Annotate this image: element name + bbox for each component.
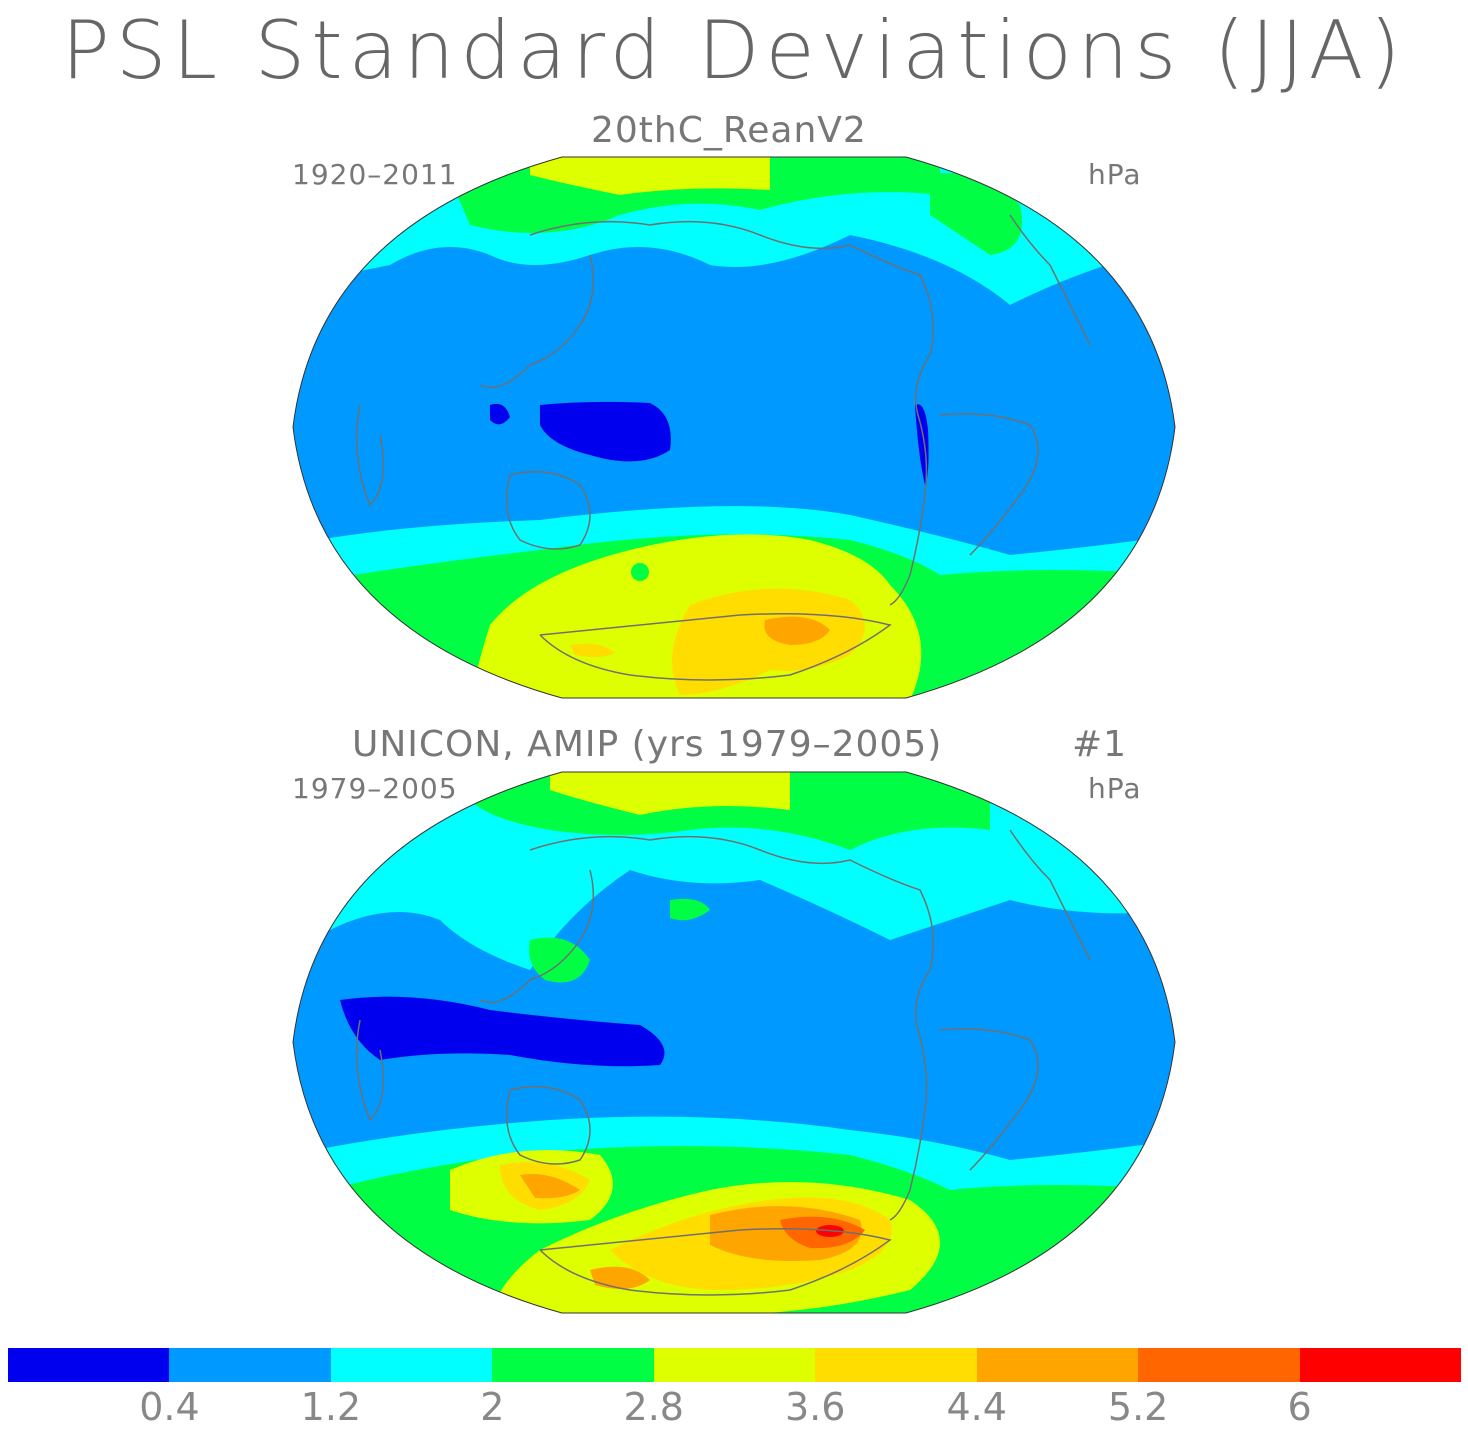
map-border	[292, 771, 1176, 1314]
colorbar-segment-3	[492, 1348, 654, 1382]
panel1-map	[292, 156, 1176, 699]
colorbar	[8, 1348, 1461, 1382]
colorbar-segment-2	[330, 1348, 493, 1382]
panel2-years: 1979–2005	[292, 772, 458, 805]
colorbar-segment-7	[1138, 1348, 1300, 1382]
orange-region-antarctic	[590, 1266, 650, 1289]
colorbar-tick-label: 2.8	[623, 1385, 684, 1429]
colorbar-tick-label: 0.4	[139, 1385, 200, 1429]
colorbar-segment-0	[8, 1348, 170, 1382]
map-border	[292, 156, 1176, 699]
colorbar-tick-label: 5.2	[1107, 1385, 1169, 1429]
blue-region-andes	[915, 404, 929, 485]
panel1-units: hPa	[1088, 158, 1142, 191]
green-spot	[631, 563, 649, 581]
yellow-region-north	[550, 772, 790, 815]
colorbar-segment-5	[815, 1348, 977, 1382]
colorbar-segment-4	[653, 1348, 816, 1382]
colorbar-labels: 0.4 1.2 2 2.8 3.6 4.4 5.2 6	[8, 1385, 1461, 1429]
panel2-map	[292, 771, 1176, 1314]
blue-region-tropics	[340, 996, 665, 1067]
panel1-years: 1920–2011	[292, 158, 458, 191]
coastlines	[355, 829, 1091, 1296]
panel2-run: #1	[1072, 724, 1128, 765]
colorbar-tick-label: 3.6	[785, 1385, 846, 1429]
coastlines	[355, 214, 1091, 681]
green-region-greenland	[930, 173, 1022, 255]
colorbar-tick-label: 6	[1287, 1385, 1312, 1429]
panel2-subtitle: UNICON, AMIP (yrs 1979–2005)	[352, 724, 943, 765]
blue-region-small	[490, 403, 510, 425]
orange-yellow-region-small	[570, 643, 615, 658]
colorbar-segment-1	[169, 1348, 331, 1382]
colorbar-tick-label: 1.2	[300, 1385, 362, 1429]
panel2-units: hPa	[1088, 772, 1142, 805]
figure-title: PSL Standard Deviations (JJA)	[61, 4, 1407, 97]
orange-region-south	[764, 616, 830, 645]
colorbar-tick-label: 4.4	[946, 1385, 1007, 1429]
colorbar-segment-6	[976, 1348, 1139, 1382]
green-region-pacific	[529, 937, 590, 983]
green-region-pacific-small	[670, 898, 710, 921]
panel1-subtitle: 20thC_ReanV2	[591, 110, 867, 151]
colorbar-segment-8	[1299, 1348, 1461, 1382]
colorbar-tick-label: 2	[480, 1385, 505, 1429]
orange-region-indian	[520, 1174, 580, 1199]
yellow-region-north	[530, 157, 770, 195]
blue-region-maritime	[540, 401, 671, 462]
